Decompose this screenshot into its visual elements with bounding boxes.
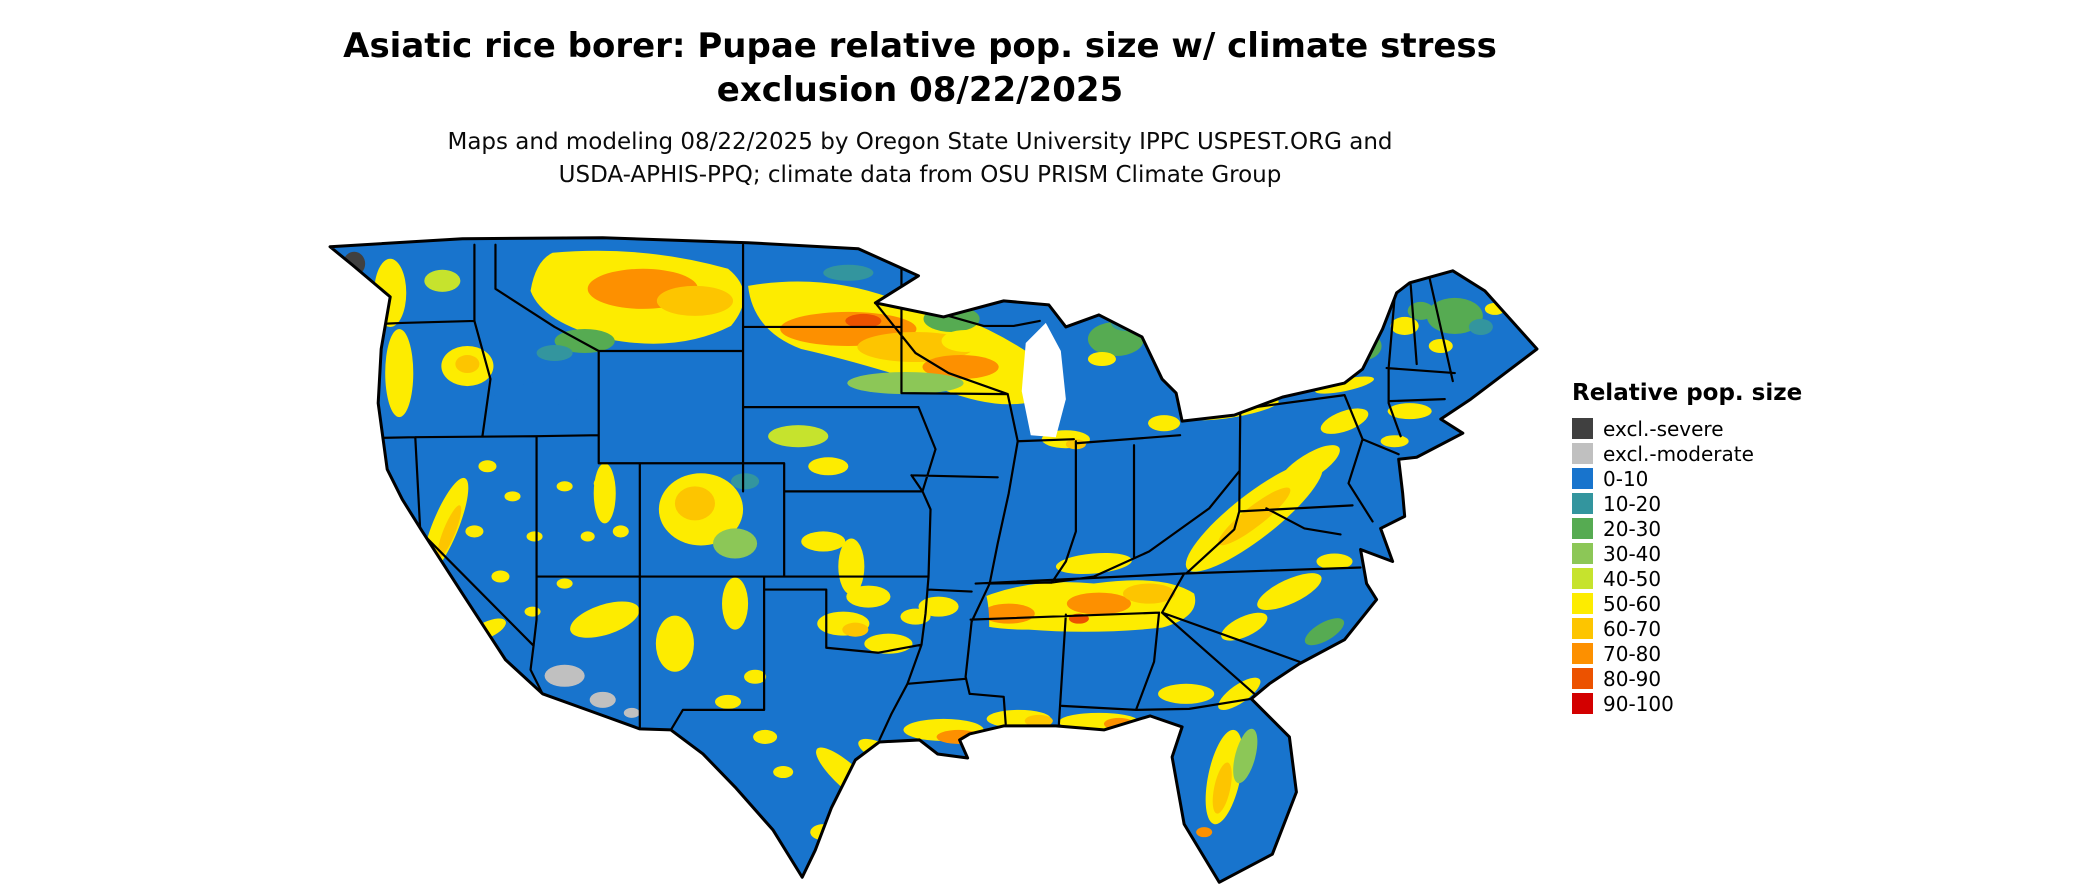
us-outline <box>328 236 1539 884</box>
legend-item: excl.-moderate <box>1572 441 1802 466</box>
legend-item: 80-90 <box>1572 666 1802 691</box>
legend-item: 70-80 <box>1572 641 1802 666</box>
lake-michigan <box>1021 322 1066 438</box>
legend-label: 10-20 <box>1603 491 1662 516</box>
legend-label: 90-100 <box>1603 691 1674 716</box>
legend-label: excl.-moderate <box>1603 441 1754 466</box>
raster-patches <box>330 250 1505 841</box>
legend-label: 70-80 <box>1603 641 1662 666</box>
legend-item: 0-10 <box>1572 466 1802 491</box>
legend-label: excl.-severe <box>1603 416 1724 441</box>
legend-item: 90-100 <box>1572 691 1802 716</box>
legend-item: 20-30 <box>1572 516 1802 541</box>
map-title-line2: exclusion 08/22/2025 <box>716 70 1124 110</box>
figure-header: Asiatic rice borer: Pupae relative pop. … <box>0 24 1840 192</box>
map-legend: Relative pop. size excl.-severe excl.-mo… <box>1572 380 1802 716</box>
legend-item: excl.-severe <box>1572 416 1802 441</box>
legend-item: 40-50 <box>1572 566 1802 591</box>
legend-swatch <box>1572 468 1593 489</box>
legend-label: 0-10 <box>1603 466 1649 491</box>
us-map-svg <box>328 236 1539 884</box>
legend-item: 60-70 <box>1572 616 1802 641</box>
map-subtitle-line1: Maps and modeling 08/22/2025 by Oregon S… <box>447 129 1393 155</box>
legend-swatch <box>1572 493 1593 514</box>
legend-label: 50-60 <box>1603 591 1662 616</box>
map-subtitle-line2: USDA-APHIS-PPQ; climate data from OSU PR… <box>558 162 1282 188</box>
legend-swatch <box>1572 693 1593 714</box>
legend-swatch <box>1572 593 1593 614</box>
legend-label: 20-30 <box>1603 516 1662 541</box>
legend-swatch <box>1572 568 1593 589</box>
map-title-line1: Asiatic rice borer: Pupae relative pop. … <box>343 26 1497 66</box>
legend-swatch <box>1572 443 1593 464</box>
legend-swatch <box>1572 518 1593 539</box>
legend-swatch <box>1572 618 1593 639</box>
legend-label: 80-90 <box>1603 666 1662 691</box>
legend-swatch <box>1572 668 1593 689</box>
legend-swatch <box>1572 418 1593 439</box>
legend-label: 60-70 <box>1603 616 1662 641</box>
legend-title: Relative pop. size <box>1572 380 1803 406</box>
legend-label: 40-50 <box>1603 566 1662 591</box>
legend-label: 30-40 <box>1603 541 1662 566</box>
map-raster <box>330 237 1537 883</box>
legend-swatch <box>1572 543 1593 564</box>
state-borders <box>330 243 1456 742</box>
map-subtitle: Maps and modeling 08/22/2025 by Oregon S… <box>0 126 1840 192</box>
legend-item: 10-20 <box>1572 491 1802 516</box>
legend-item: 30-40 <box>1572 541 1802 566</box>
us-map <box>302 230 1540 888</box>
legend-item: 50-60 <box>1572 591 1802 616</box>
legend-swatch <box>1572 643 1593 664</box>
